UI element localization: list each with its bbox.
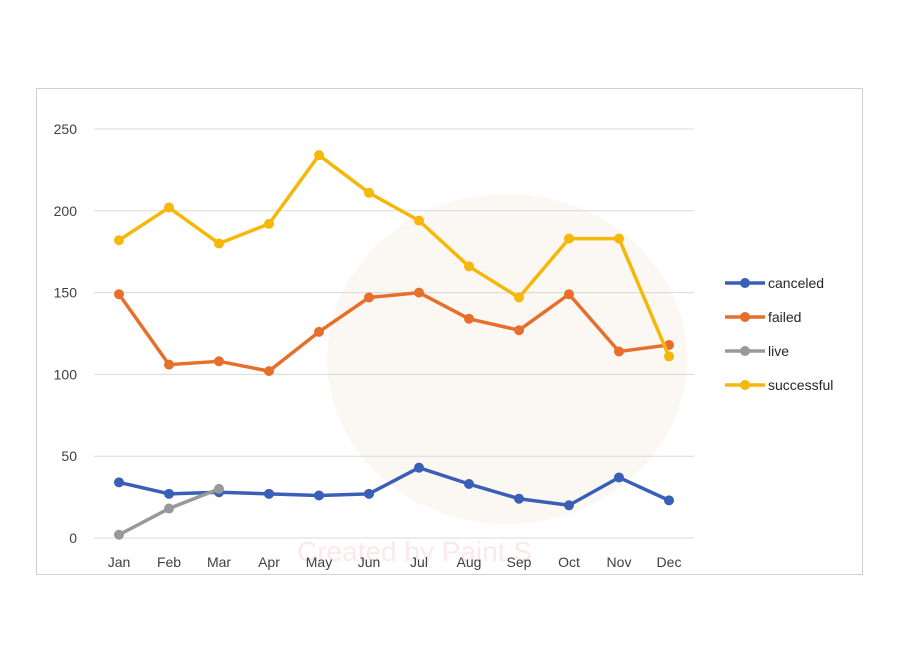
data-point-failed [164,359,174,370]
data-point-live [164,503,174,514]
data-point-live [114,529,124,540]
data-point-canceled [614,472,624,483]
watermark: Created by Paint S [297,194,687,567]
data-point-failed [264,366,274,377]
y-tick-label: 100 [54,366,78,382]
data-point-failed [564,289,574,300]
data-point-canceled [364,488,374,499]
legend-label: successful [768,377,833,393]
data-point-successful [464,261,474,272]
data-point-successful [114,235,124,246]
data-point-canceled [514,493,524,504]
watermark-palette-shape [327,194,687,524]
series-failed [114,287,674,377]
line-chart: Created by Paint S 0 50 100 150 200 250 Jan Fe… [54,121,834,570]
watermark-text: Created by Paint S [297,536,532,567]
data-point-failed [414,287,424,298]
series-line-successful [117,153,671,359]
series-line-failed [117,290,671,373]
data-point-failed [114,289,124,300]
x-tick-label: Jan [108,554,131,570]
data-point-failed [464,313,474,324]
data-point-canceled [164,488,174,499]
y-tick-label: 200 [54,203,78,219]
x-tick-label: Feb [157,554,181,570]
data-point-successful [614,233,624,244]
data-point-canceled [314,490,324,501]
legend-swatch-marker [740,346,750,356]
x-tick-label: Jul [410,554,428,570]
y-tick-label: 0 [69,530,77,546]
legend-label: canceled [768,275,824,291]
data-point-successful [414,215,424,226]
data-point-failed [314,326,324,337]
data-point-failed [614,346,624,357]
data-point-successful [514,292,524,303]
y-axis-ticks: 0 50 100 150 200 250 [54,121,78,546]
series-group [114,150,674,540]
legend-swatch-marker [740,312,750,322]
x-tick-label: May [306,554,332,570]
data-point-successful [664,351,674,362]
data-point-canceled [414,462,424,473]
series-successful [114,150,674,362]
x-tick-label: Oct [558,554,580,570]
legend-item-failed: failed [725,309,801,325]
data-point-successful [564,233,574,244]
x-tick-label: Sep [507,554,532,570]
data-point-canceled [664,495,674,506]
data-point-canceled [114,477,124,488]
x-tick-label: Nov [607,554,632,570]
data-point-canceled [464,479,474,490]
legend-item-live: live [725,343,789,359]
data-point-failed [364,292,374,303]
data-point-successful [314,150,324,161]
series-live [114,483,224,540]
y-tick-label: 150 [54,285,78,301]
data-point-live [214,483,224,494]
gridlines [94,128,694,539]
data-point-canceled [564,500,574,511]
legend: canceled failed live successful [725,275,833,393]
y-tick-label: 250 [54,121,78,137]
x-axis-ticks: Jan Feb Mar Apr May Jun Jul Aug Sep Oct Nov Dec [108,554,682,570]
legend-label: failed [768,309,801,325]
data-point-failed [514,325,524,336]
data-point-successful [214,238,224,249]
chart-area: Created by Paint S 0 50 100 150 200 250 Jan Fe… [36,88,863,575]
x-tick-label: Dec [657,554,682,570]
legend-item-successful: successful [725,377,833,393]
legend-swatch-marker [740,278,750,288]
x-tick-label: Jun [358,554,381,570]
data-point-canceled [264,488,274,499]
data-point-successful [164,202,174,213]
x-tick-label: Mar [207,554,231,570]
data-point-failed [214,356,224,367]
x-tick-label: Apr [258,554,280,570]
legend-swatch-marker [740,380,750,390]
data-point-successful [264,218,274,229]
legend-label: live [768,343,789,359]
legend-item-canceled: canceled [725,275,824,291]
data-point-successful [364,187,374,198]
y-tick-label: 50 [61,448,77,464]
x-tick-label: Aug [457,554,482,570]
